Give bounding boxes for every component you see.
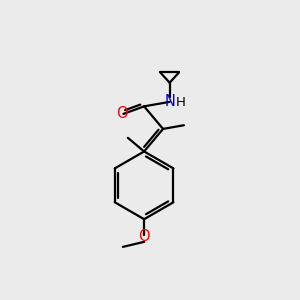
Text: H: H (176, 96, 186, 109)
Text: O: O (116, 106, 128, 122)
Text: O: O (138, 229, 150, 244)
Text: N: N (165, 94, 176, 109)
